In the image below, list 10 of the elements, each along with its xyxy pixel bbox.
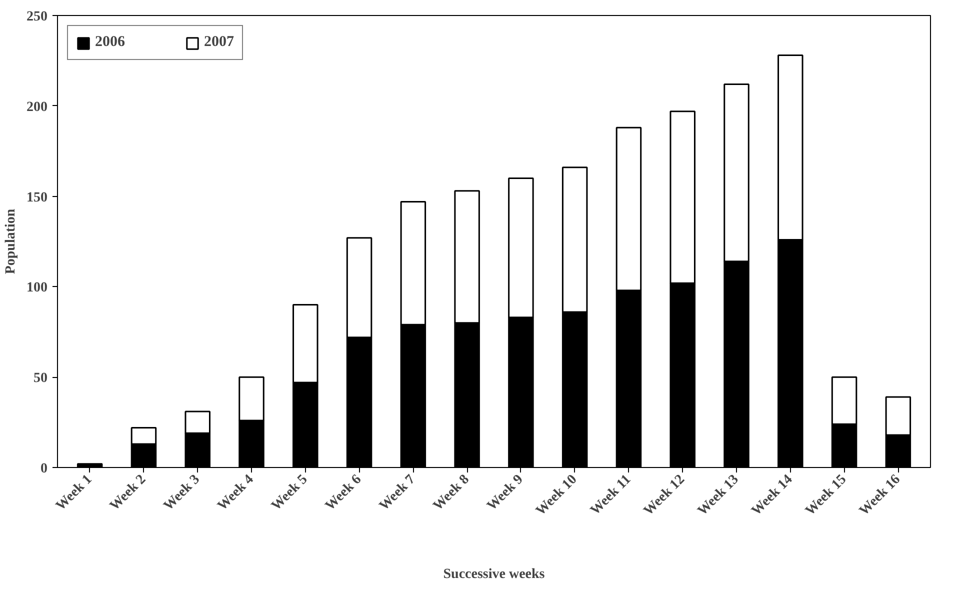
y-axis-title: Population — [4, 208, 18, 274]
y-tick-label: 100 — [26, 280, 48, 296]
y-tick-label: 200 — [26, 100, 48, 115]
legend-label: 2006 — [95, 34, 125, 51]
legend-label: 2007 — [204, 34, 234, 51]
y-tick-label: 150 — [26, 190, 48, 206]
y-tick-label: 50 — [34, 371, 48, 386]
y-tick-label: 250 — [26, 10, 48, 24]
x-axis-title: Successive weeks — [443, 567, 546, 582]
y-tick-label: 0 — [40, 462, 48, 476]
